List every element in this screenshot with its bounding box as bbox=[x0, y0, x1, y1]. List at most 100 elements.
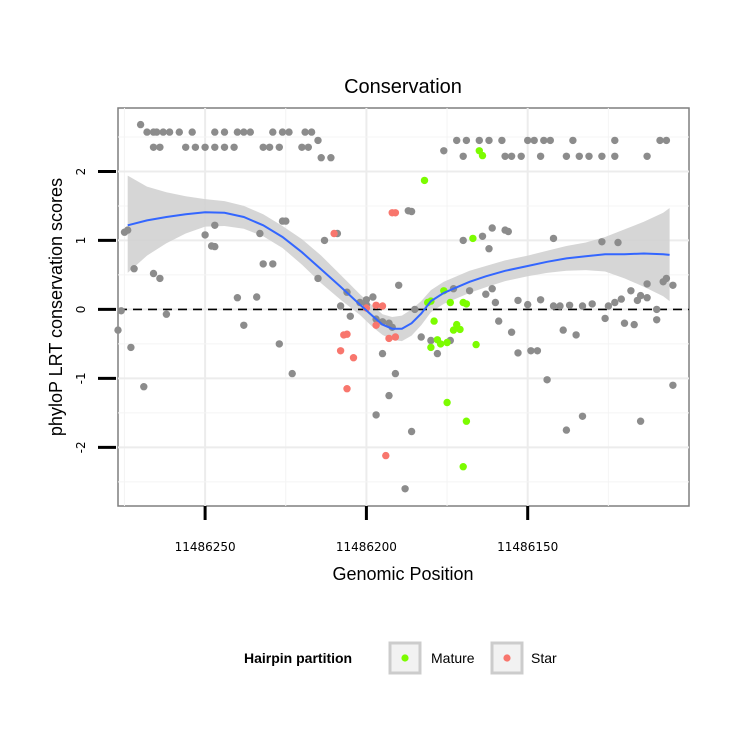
data-point-other bbox=[298, 143, 306, 151]
data-point-other bbox=[530, 136, 538, 145]
x-tick-label: 11486250 bbox=[175, 540, 236, 554]
data-point-other bbox=[669, 381, 677, 389]
data-point-other bbox=[220, 143, 229, 151]
legend-key-mature bbox=[388, 641, 422, 675]
data-point-other bbox=[407, 427, 416, 436]
data-point-other bbox=[327, 154, 335, 162]
legend-swatch-star bbox=[503, 654, 511, 662]
data-point-other bbox=[643, 152, 651, 160]
data-point-other bbox=[211, 221, 219, 229]
data-point-star bbox=[382, 451, 390, 460]
legend-label-mature: Mature bbox=[431, 650, 475, 666]
data-point-other bbox=[301, 128, 309, 136]
data-point-other bbox=[211, 242, 219, 251]
data-point-other bbox=[314, 136, 322, 145]
data-point-other bbox=[459, 152, 467, 160]
data-point-mature bbox=[449, 326, 458, 334]
data-point-other bbox=[156, 274, 164, 283]
confidence-ribbon bbox=[127, 175, 670, 342]
data-point-other bbox=[275, 340, 283, 348]
data-point-other bbox=[611, 136, 619, 145]
data-point-other bbox=[278, 128, 287, 136]
data-point-other bbox=[585, 152, 593, 160]
legend-key-star bbox=[490, 641, 524, 675]
data-point-other bbox=[514, 296, 522, 305]
data-point-other bbox=[669, 281, 677, 289]
data-point-other bbox=[653, 305, 661, 314]
data-point-mature bbox=[443, 338, 451, 347]
data-point-mature bbox=[462, 417, 471, 425]
data-point-other bbox=[572, 331, 580, 339]
data-point-star bbox=[330, 229, 338, 238]
data-point-other bbox=[240, 321, 248, 329]
data-point-mature bbox=[443, 398, 451, 407]
data-point-other bbox=[230, 143, 238, 151]
data-point-other bbox=[201, 143, 209, 151]
legend: Hairpin partition Mature Star bbox=[244, 641, 557, 675]
legend-swatch-mature bbox=[401, 654, 409, 662]
data-point-other bbox=[578, 412, 587, 420]
data-point-other bbox=[653, 316, 661, 324]
data-point-other bbox=[524, 300, 532, 309]
data-point-mature bbox=[472, 340, 480, 349]
data-point-other bbox=[485, 245, 493, 253]
data-point-other bbox=[356, 298, 364, 307]
data-point-other bbox=[562, 426, 571, 434]
data-point-other bbox=[288, 369, 296, 378]
x-tick-label: 11486200 bbox=[336, 540, 397, 554]
data-point-other bbox=[465, 287, 474, 295]
data-point-other bbox=[378, 349, 387, 358]
smooth-fit-line bbox=[127, 211, 670, 330]
data-point-other bbox=[233, 294, 242, 302]
data-point-other bbox=[304, 143, 312, 151]
data-point-other bbox=[317, 154, 325, 162]
data-point-mature bbox=[456, 325, 464, 334]
data-point-other bbox=[320, 236, 329, 245]
data-point-other bbox=[259, 260, 267, 268]
data-point-other bbox=[253, 293, 261, 301]
data-point-other bbox=[411, 305, 419, 314]
data-point-other bbox=[636, 417, 645, 425]
data-point-other bbox=[633, 296, 642, 305]
y-tick-label: 0 bbox=[74, 306, 88, 314]
data-point-other bbox=[588, 300, 596, 308]
data-point-other bbox=[617, 295, 625, 303]
data-point-other bbox=[282, 217, 290, 225]
data-point-other bbox=[314, 274, 322, 283]
data-point-other bbox=[433, 349, 442, 358]
data-point-star bbox=[336, 347, 345, 355]
data-point-star bbox=[343, 330, 351, 338]
data-point-mature bbox=[427, 343, 435, 352]
data-point-other bbox=[269, 260, 277, 268]
data-point-other bbox=[256, 229, 264, 238]
data-point-other bbox=[611, 298, 619, 307]
data-point-other bbox=[543, 376, 551, 384]
data-point-other bbox=[120, 228, 129, 236]
data-point-mature bbox=[478, 151, 487, 160]
data-point-other bbox=[401, 485, 409, 493]
data-point-other bbox=[149, 143, 158, 151]
data-point-mature bbox=[420, 176, 429, 185]
data-point-other bbox=[549, 234, 558, 243]
data-point-star bbox=[372, 301, 380, 309]
data-point-star bbox=[391, 333, 400, 341]
data-point-other bbox=[549, 302, 558, 310]
y-tick-label: -2 bbox=[74, 441, 88, 453]
data-point-other bbox=[488, 285, 496, 293]
data-point-other bbox=[507, 328, 516, 336]
data-point-other bbox=[307, 128, 316, 136]
data-point-other bbox=[501, 152, 509, 160]
data-point-other bbox=[578, 302, 587, 310]
data-point-other bbox=[156, 143, 164, 151]
y-tick-label: -1 bbox=[74, 372, 88, 384]
data-point-other bbox=[265, 143, 274, 151]
data-point-other bbox=[488, 224, 496, 232]
y-tick-label: 1 bbox=[74, 237, 88, 245]
data-point-other bbox=[495, 317, 503, 325]
data-point-other bbox=[514, 349, 522, 357]
data-point-other bbox=[556, 302, 564, 310]
data-point-other bbox=[611, 152, 619, 160]
data-point-mature bbox=[462, 300, 471, 308]
data-point-other bbox=[643, 280, 651, 288]
data-point-other bbox=[540, 136, 548, 145]
